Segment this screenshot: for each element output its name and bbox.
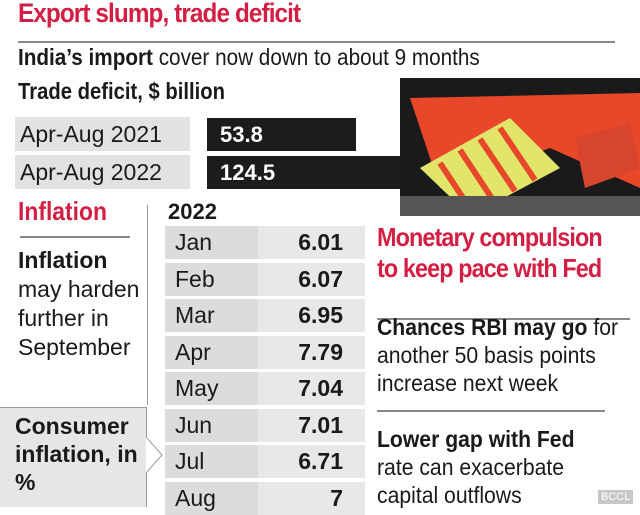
month-cell: Jun <box>165 408 258 442</box>
p1-bold: Chances RBI may go <box>377 314 588 340</box>
watermark: BCCL <box>598 490 634 504</box>
table-row: Apr 7.79 <box>165 335 365 369</box>
p1-line: another 50 basis points <box>377 342 596 368</box>
bar-label-2022: Apr-Aug 2022 <box>15 155 190 189</box>
value-cell: 7 <box>258 481 365 515</box>
note-rest: may harden further in September <box>18 276 140 360</box>
inflation-heading: Inflation <box>18 196 107 226</box>
value-cell: 6.07 <box>258 262 365 296</box>
fed-paragraph: Lower gap with Fed rate can exacerbate cap… <box>377 425 574 509</box>
monetary-heading: Monetary compulsion to keep pace with Fed <box>377 222 603 284</box>
pointer-arrow-icon <box>146 437 163 473</box>
subtitle: India’s import cover now down to about 9… <box>18 44 480 71</box>
table-row: Feb 6.07 <box>165 262 365 296</box>
table-row: Jan 6.01 <box>165 226 365 259</box>
subtitle-bold: India’s import <box>18 44 153 70</box>
bar-label-2021: Apr-Aug 2021 <box>15 117 190 151</box>
value-cell: 6.01 <box>258 226 365 259</box>
month-cell: Apr <box>165 335 258 369</box>
p2-line: rate can exacerbate <box>377 454 565 480</box>
value-cell: 7.01 <box>258 408 365 442</box>
value-cell: 6.95 <box>258 299 365 332</box>
month-cell: May <box>165 372 258 405</box>
table-row: Mar 6.95 <box>165 299 365 332</box>
table-row: Jun 7.01 <box>165 408 365 442</box>
divider <box>377 410 605 412</box>
p2-line: capital outflows <box>377 482 522 508</box>
inflation-caption: Consumer inflation, in % <box>0 407 147 507</box>
heading-line: Monetary compulsion <box>377 222 603 252</box>
month-cell: Jan <box>165 226 258 259</box>
month-cell: Aug <box>165 481 258 515</box>
divider <box>377 318 630 320</box>
rbi-paragraph: Chances RBI may go for another 50 basis p… <box>377 313 618 397</box>
month-cell: Mar <box>165 299 258 332</box>
p1-line: increase next week <box>377 370 559 396</box>
month-cell: Feb <box>165 262 258 296</box>
table-row: Jul 6.71 <box>165 445 365 478</box>
divider <box>20 236 130 238</box>
subtitle-rest: cover now down to about 9 months <box>152 44 480 70</box>
table-year: 2022 <box>168 199 217 224</box>
note-bold: Inflation <box>18 247 108 273</box>
trade-deficit-title: Trade deficit, $ billion <box>18 78 225 104</box>
inflation-note: Inflation may harden further in September <box>18 246 148 362</box>
bar-2021: 53.8 <box>207 118 356 151</box>
p2-bold: Lower gap with Fed <box>377 426 575 452</box>
p1-rest: for <box>587 314 619 340</box>
value-cell: 6.71 <box>258 445 365 478</box>
value-cell: 7.79 <box>258 335 365 369</box>
divider <box>147 205 148 405</box>
table-row: Aug 7 <box>165 481 365 515</box>
table-row: May 7.04 <box>165 372 365 405</box>
page-title: Export slump, trade deficit <box>18 0 301 28</box>
value-cell: 7.04 <box>258 372 365 405</box>
heading-line: to keep pace with Fed <box>377 253 602 283</box>
cargo-illustration <box>400 78 640 216</box>
month-cell: Jul <box>165 445 258 478</box>
divider <box>18 41 615 43</box>
